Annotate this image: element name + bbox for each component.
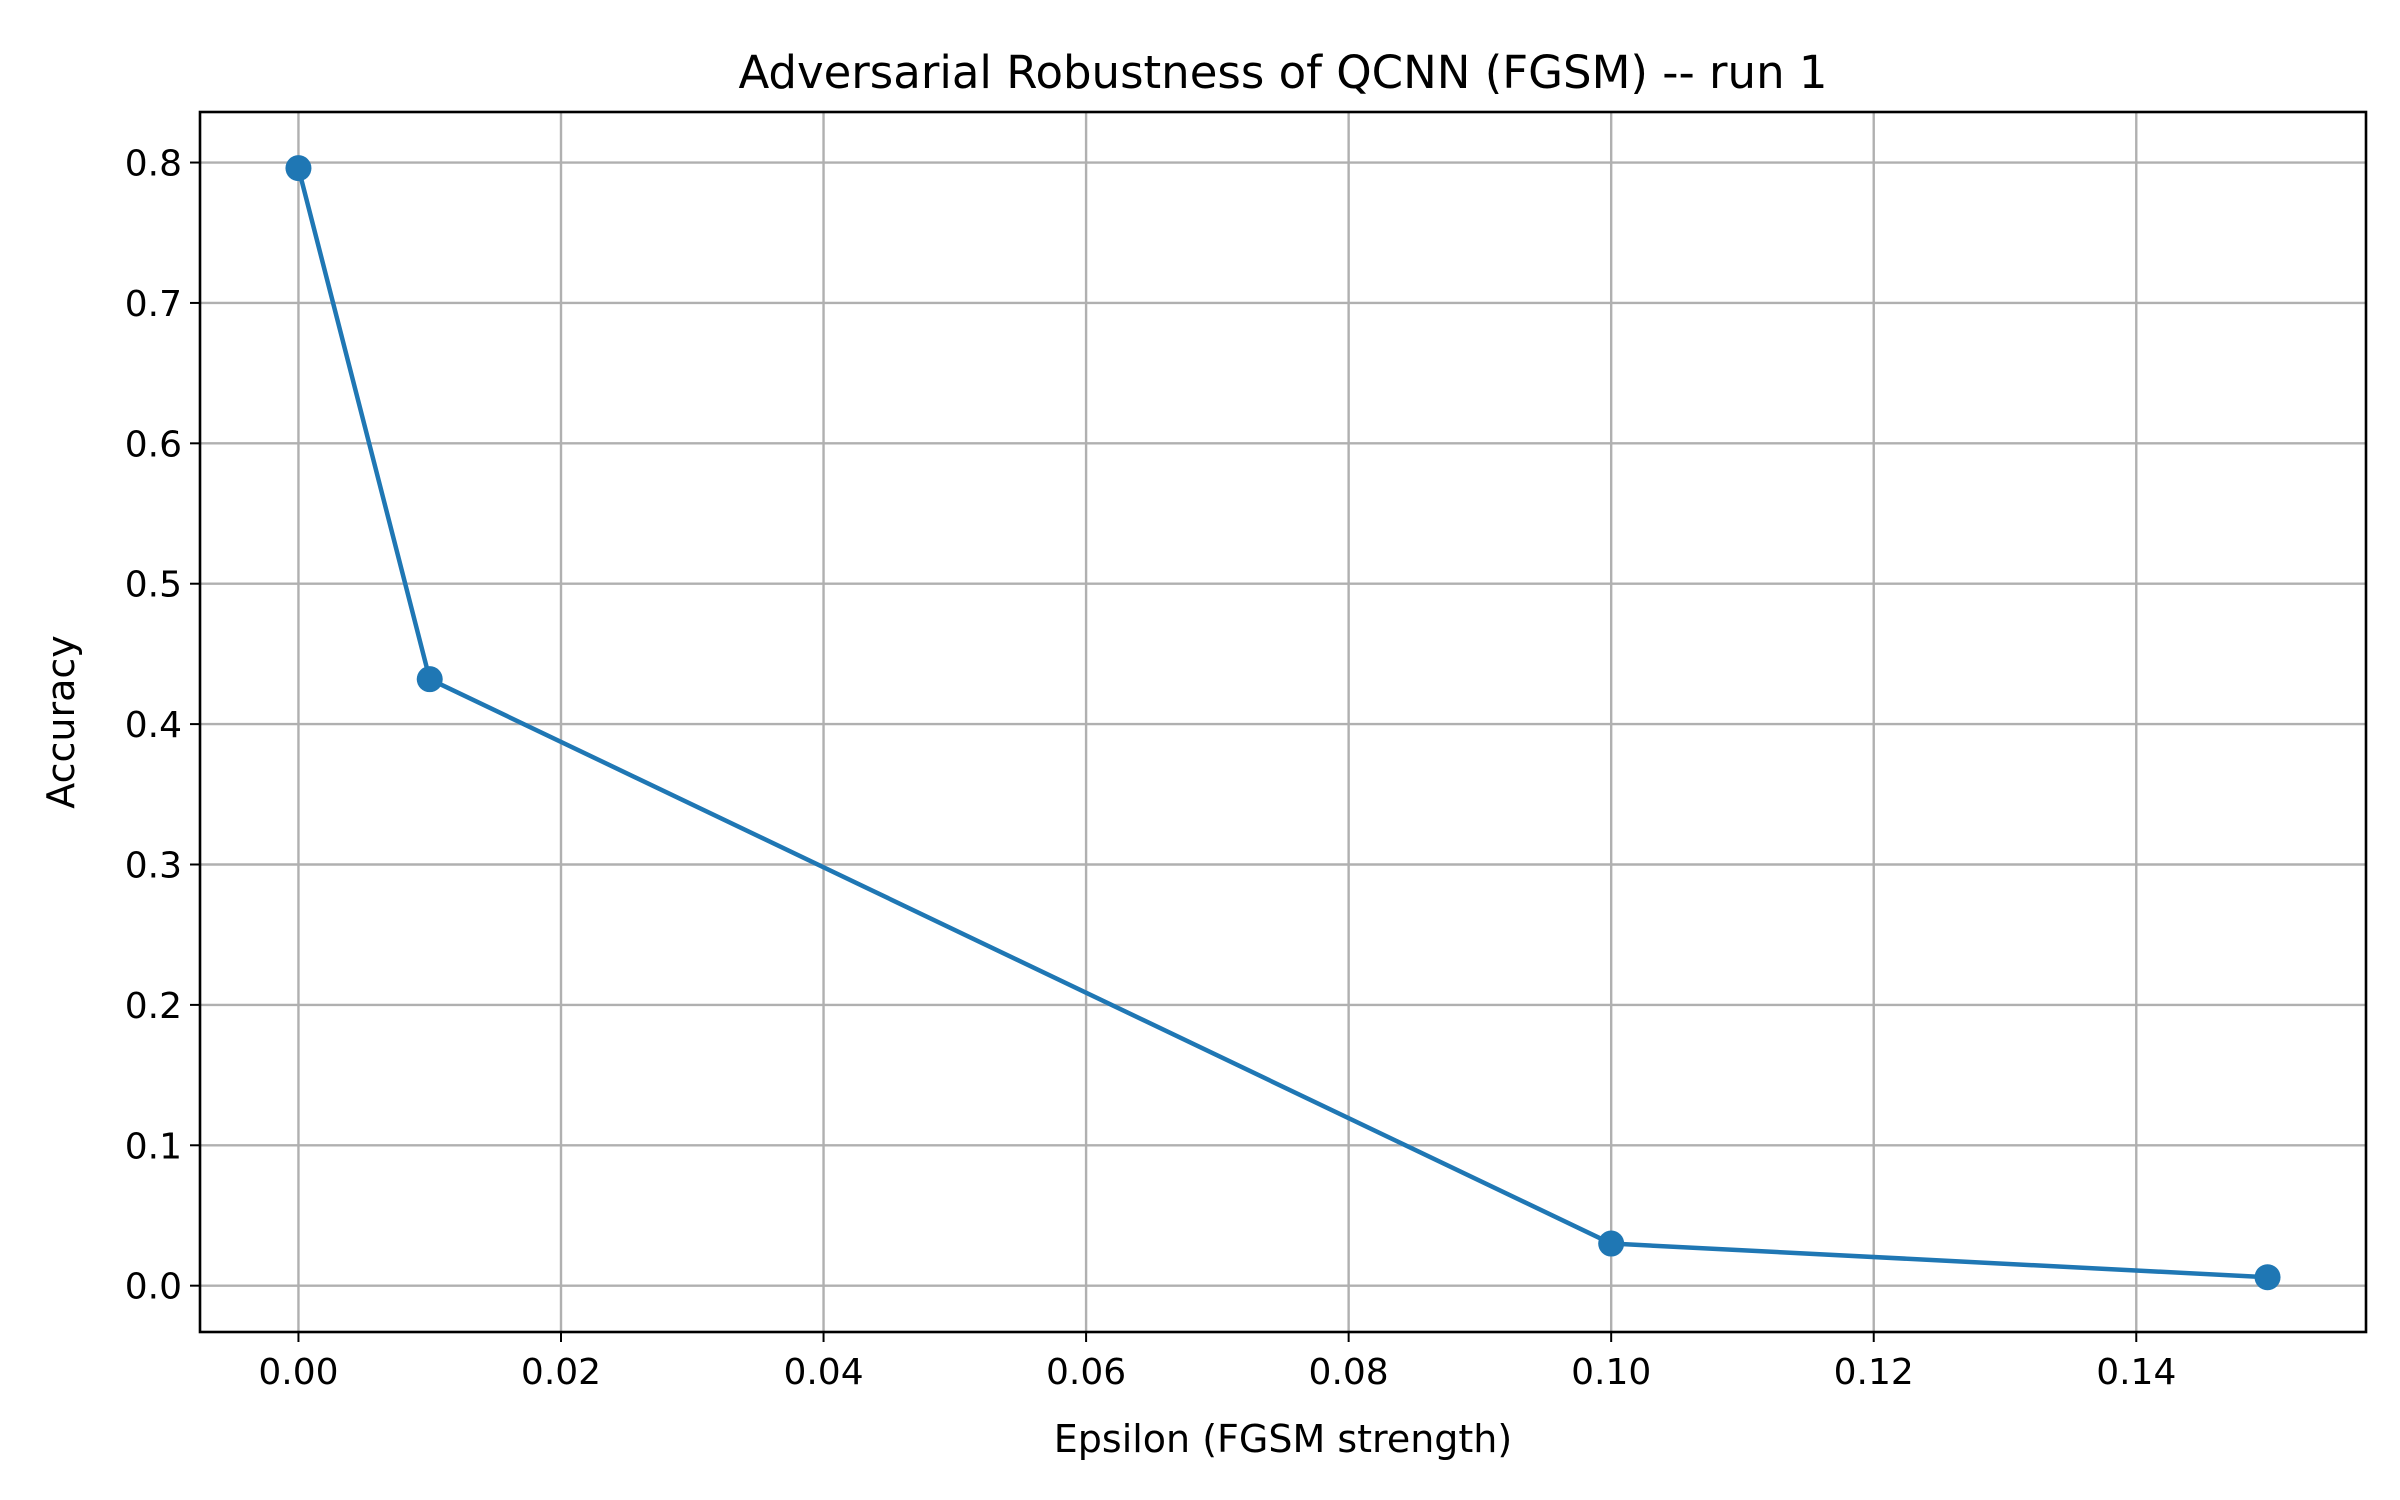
chart-title: Adversarial Robustness of QCNN (FGSM) --… (738, 46, 1827, 99)
y-tick-label: 0.5 (125, 565, 182, 606)
x-tick-label: 0.12 (1834, 1352, 1914, 1393)
data-point (416, 666, 443, 693)
x-axis-ticks: 0.00 0.02 0.04 0.06 0.08 0.10 0.12 0.14 (258, 1332, 2176, 1393)
data-point (2254, 1264, 2281, 1291)
x-tick-label: 0.08 (1309, 1352, 1389, 1393)
y-tick-label: 0.1 (125, 1126, 182, 1167)
y-tick-label: 0.8 (125, 144, 182, 185)
y-tick-label: 0.7 (125, 284, 182, 325)
y-tick-label: 0.2 (125, 986, 182, 1027)
y-tick-label: 0.3 (125, 845, 182, 886)
data-point (285, 155, 312, 182)
series-layer (285, 155, 2281, 1291)
series-line (296, 165, 2270, 1280)
y-axis-ticks: 0.0 0.1 0.2 0.3 0.4 0.5 0.6 0.7 0.8 (125, 144, 200, 1308)
y-tick-label: 0.4 (125, 705, 182, 746)
grid (200, 112, 2366, 1332)
x-tick-label: 0.14 (2096, 1352, 2176, 1393)
x-tick-label: 0.00 (258, 1352, 338, 1393)
plot-frame (198, 110, 2368, 1334)
x-tick-label: 0.04 (783, 1352, 863, 1393)
x-axis-label: Epsilon (FGSM strength) (1054, 1417, 1512, 1461)
x-tick-label: 0.02 (521, 1352, 601, 1393)
y-axis-label: Accuracy (39, 635, 83, 809)
y-tick-label: 0.6 (125, 424, 182, 465)
x-tick-label: 0.06 (1046, 1352, 1126, 1393)
x-tick-label: 0.10 (1571, 1352, 1651, 1393)
y-tick-label: 0.0 (125, 1267, 182, 1308)
data-point (1598, 1230, 1625, 1257)
